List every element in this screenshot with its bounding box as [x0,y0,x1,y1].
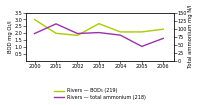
Y-axis label: Total ammonium mg N/l: Total ammonium mg N/l [188,5,193,68]
Y-axis label: BOD mg O₂/l: BOD mg O₂/l [8,20,13,53]
Legend: Rivers — BOD₅ (219), Rivers — total ammonium (218): Rivers — BOD₅ (219), Rivers — total ammo… [54,88,146,100]
